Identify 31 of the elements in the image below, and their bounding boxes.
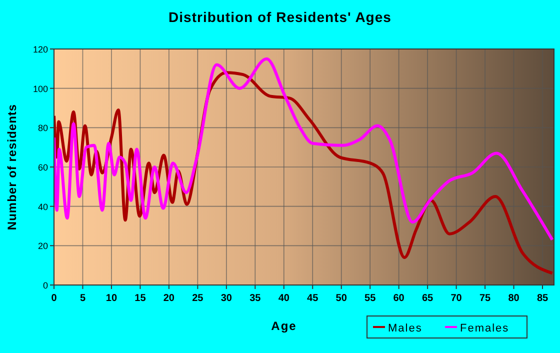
x-tick-label: 55 [364,293,376,304]
y-tick-label: 20 [38,241,48,252]
y-tick-label: 0 [42,280,48,290]
y-tick-label: 40 [38,202,48,212]
x-tick-label: 65 [422,293,434,304]
y-tick-label: 100 [32,84,48,94]
y-tick-label: 80 [38,123,48,134]
x-tick-label: 10 [106,293,118,304]
line-series [54,57,554,242]
x-tick-label: 85 [536,293,549,304]
x-tick-label: 25 [192,293,204,304]
x-tick-label: 50 [336,293,348,304]
y-tick-label: 120 [32,44,48,54]
x-tick-label: 45 [307,293,319,304]
x-tick-label: 80 [508,293,520,304]
chart-title: Distribution of Residents' Ages [168,9,392,25]
x-tick-label: 60 [393,293,405,304]
x-tick-label: 15 [134,293,146,304]
x-axis-title: Age [271,319,297,333]
x-tick-label: 75 [479,293,492,304]
x-tick-label: 70 [450,293,462,304]
x-tick-label: 30 [220,293,232,304]
legend-label: Females [460,322,510,334]
x-tick-label: 0 [51,293,58,304]
x-tick-label: 35 [250,293,262,304]
x-tick-label: 40 [278,293,290,304]
legend-label: Males [388,322,422,334]
x-tick-label: 20 [163,293,175,304]
x-tick-label: 5 [80,293,86,304]
y-tick-label: 60 [38,162,48,172]
y-axis-title: Number of residents [5,104,19,230]
